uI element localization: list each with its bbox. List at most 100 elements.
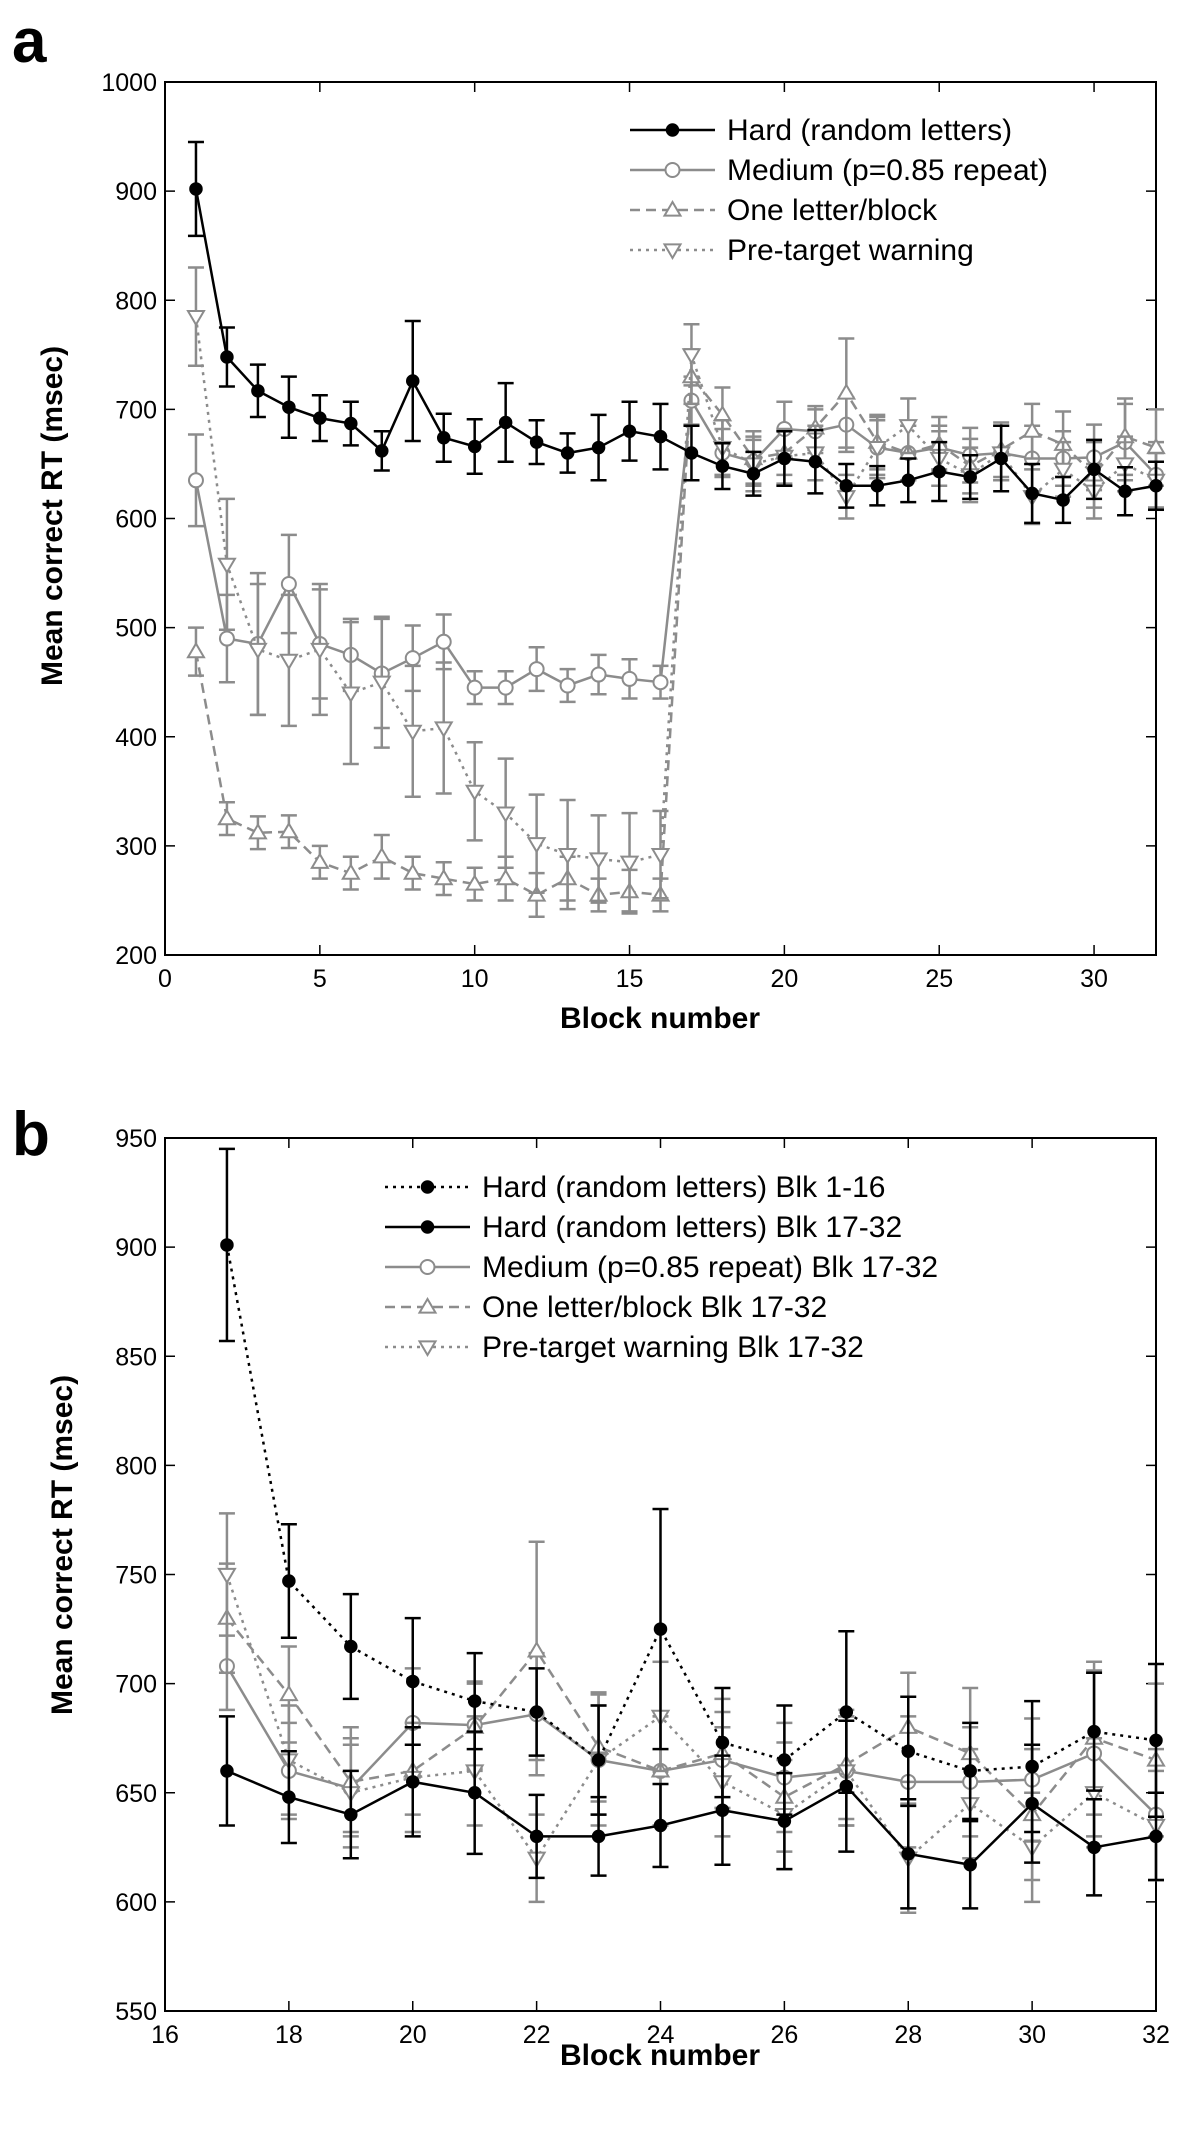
data-point: [344, 1807, 358, 1822]
x-tick-label: 5: [313, 965, 327, 993]
y-tick-label: 1000: [101, 69, 157, 97]
data-point: [901, 473, 915, 488]
y-tick-label: 300: [115, 833, 157, 861]
data-point: [436, 430, 451, 445]
series-1: [187, 375, 1164, 730]
data-point: [963, 1764, 977, 1778]
data-point: [217, 557, 237, 575]
series-2: [186, 337, 1166, 919]
x-tick-label: 24: [647, 2021, 675, 2049]
data-point: [591, 1753, 606, 1767]
data-point: [1022, 421, 1042, 438]
panel-letter-a: a: [12, 7, 47, 76]
panel-b: b Block number Mean correct RT (msec): [12, 1100, 760, 2072]
data-point: [403, 724, 423, 742]
data-point: [715, 1735, 730, 1750]
data-point: [498, 415, 513, 430]
data-point: [1087, 1840, 1101, 1855]
data-point: [279, 821, 299, 839]
data-point: [282, 400, 296, 414]
data-point: [1025, 1796, 1039, 1811]
legend-label: Medium (p=0.85 repeat): [727, 154, 1048, 187]
data-point: [497, 679, 514, 696]
legend-label: One letter/block: [727, 194, 938, 227]
data-point: [375, 444, 389, 458]
y-tick-label: 900: [115, 1234, 157, 1262]
x-tick-label: 18: [275, 2021, 303, 2049]
legend-marker: [417, 1297, 438, 1314]
series-3: [186, 266, 1166, 913]
data-point: [528, 661, 545, 678]
series-3: [217, 1540, 1166, 1882]
data-point: [715, 459, 730, 473]
data-point: [867, 440, 888, 458]
y-tick-label: 750: [115, 1562, 157, 1590]
data-point: [652, 674, 669, 691]
data-point: [591, 1829, 606, 1844]
legend-label: Hard (random letters) Blk 17-32: [482, 1211, 902, 1244]
data-point: [218, 630, 235, 647]
series-0: [187, 140, 1164, 525]
data-point: [282, 1574, 296, 1588]
data-point: [621, 670, 638, 687]
x-tick-label: 30: [1018, 2021, 1046, 2049]
data-point: [1149, 479, 1163, 493]
data-point: [248, 642, 268, 660]
data-point: [1118, 484, 1132, 498]
y-tick-label: 900: [115, 178, 157, 206]
data-point: [186, 310, 206, 327]
data-point: [963, 470, 977, 484]
y-tick-label: 700: [115, 1671, 157, 1699]
data-point: [994, 451, 1008, 466]
y-tick-label: 550: [115, 1998, 157, 2026]
x-tick-label: 25: [925, 965, 953, 993]
data-point: [248, 822, 268, 840]
data-point: [279, 653, 299, 671]
x-tick-label: 28: [894, 2021, 922, 2049]
data-point: [1087, 1724, 1101, 1739]
legend-marker: [662, 243, 683, 260]
panel-letter-b: b: [12, 1100, 50, 1169]
data-point: [220, 350, 234, 364]
chart-0-plot: 0 5 10 15 20 25 30 200 300 400 500 600 700 800 900 1000…: [101, 69, 1166, 993]
y-tick-label: 600: [115, 506, 157, 534]
series-line: [225, 1574, 1157, 1861]
data-point: [341, 686, 361, 704]
x-tick-label: 0: [158, 965, 172, 993]
data-point: [344, 1639, 358, 1654]
x-tick-label: 15: [616, 965, 644, 993]
data-point: [839, 479, 854, 493]
data-point: [433, 721, 454, 738]
y-tick-label: 850: [115, 1343, 157, 1371]
data-point: [777, 1814, 792, 1828]
y-tick-label: 650: [115, 1780, 157, 1808]
panel-b-x-axis-label: Block number: [560, 2039, 760, 2072]
data-point: [466, 679, 483, 696]
panel-a: a Block number Mean correct RT (msec): [12, 7, 760, 1035]
chart-0-legend: Hard (random letters) Medium (p=0.85 repe…: [630, 114, 1048, 267]
y-tick-label: 950: [115, 1125, 157, 1153]
data-point: [529, 1705, 544, 1719]
legend-marker: [420, 1220, 435, 1234]
data-point: [406, 1674, 420, 1689]
legend-marker: [662, 200, 683, 217]
chart-1-plot: 16 18 20 22 24 26 28 30 32 550 600 650 700 750 800 850 9…: [115, 1125, 1170, 2049]
x-tick-label: 26: [770, 2021, 798, 2049]
data-point: [901, 1847, 915, 1861]
data-point: [495, 868, 516, 886]
data-point: [467, 1786, 482, 1800]
data-point: [372, 675, 392, 693]
data-point: [932, 464, 946, 479]
data-point: [653, 1622, 668, 1636]
data-point: [217, 808, 237, 826]
x-tick-label: 20: [770, 965, 798, 993]
data-point: [963, 1858, 977, 1872]
data-point: [808, 455, 823, 469]
data-point: [653, 1818, 668, 1833]
legend-label: Pre-target warning Blk 17-32: [482, 1331, 864, 1364]
data-point: [1087, 462, 1101, 477]
data-point: [341, 863, 361, 880]
data-point: [282, 1790, 296, 1804]
series-1: [218, 1715, 1164, 1910]
